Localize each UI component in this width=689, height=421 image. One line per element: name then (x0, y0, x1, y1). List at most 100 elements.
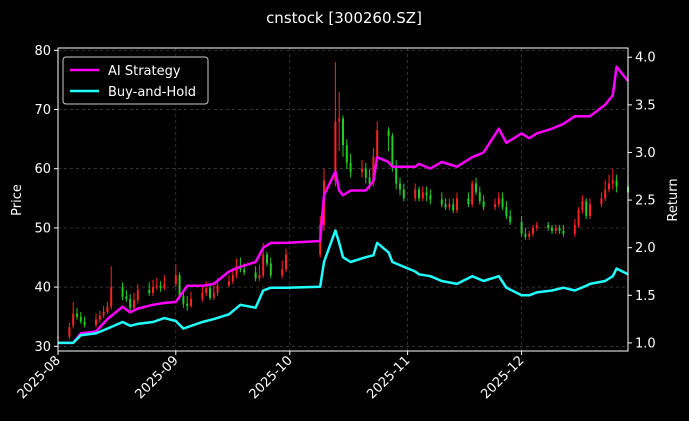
candle-body-2025-09-12 (216, 285, 219, 294)
right-tick-label-3-0: 3.0 (635, 146, 656, 161)
candle-body-2025-11-10 (440, 199, 443, 205)
grid-lines (57, 48, 628, 351)
candle-body-2025-12-12 (562, 230, 565, 234)
candle-body-2025-10-14 (338, 118, 341, 122)
candle-body-2025-09-15 (228, 281, 230, 286)
series-line-ai-strategy (58, 65, 629, 345)
candle-body-2025-08-25 (148, 290, 151, 294)
candle-body-2025-12-01 (520, 221, 523, 234)
candle-body-2025-09-09 (205, 288, 208, 294)
candle-body-2025-12-03 (528, 233, 531, 237)
candle-body-2025-08-27 (155, 285, 158, 288)
right-tick-label-4-0: 4.0 (635, 51, 656, 66)
right-tick-label-2-0: 2.0 (635, 241, 656, 256)
candle-body-2025-11-26 (501, 198, 504, 208)
right-axis-title: Return (666, 178, 681, 221)
candle-body-2025-11-06 (425, 192, 428, 196)
candle-body-2025-09-26 (269, 263, 272, 276)
candle-body-2025-10-23 (372, 156, 375, 184)
candle-body-2025-10-27 (387, 130, 390, 137)
candle-body-2025-12-04 (532, 227, 534, 234)
candle-body-2025-12-10 (554, 227, 557, 231)
candle-body-2025-11-27 (505, 207, 508, 217)
legend-label-buy-and-hold: Buy-and-Hold (108, 85, 196, 100)
candle-body-2025-12-09 (551, 227, 553, 231)
legend: AI Strategy Buy-and-Hold (62, 56, 209, 105)
left-y-axis: 30 40 50 60 70 80 (34, 44, 58, 355)
candle-body-2025-11-03 (414, 189, 417, 199)
candle-body-2025-08-06 (76, 313, 78, 317)
candle-body-2025-10-16 (345, 145, 348, 163)
candle-body-2025-12-11 (558, 227, 561, 231)
candle-body-2025-09-01 (174, 275, 177, 285)
candle-body-2025-08-11 (95, 319, 97, 325)
candle-body-2025-10-24 (376, 130, 379, 157)
candle-body-2025-11-19 (475, 183, 477, 193)
candle-body-2025-12-23 (604, 189, 607, 199)
candle-body-2025-11-20 (478, 192, 481, 202)
legend-box (62, 56, 209, 105)
candle-body-2025-11-18 (471, 183, 474, 205)
candle-body-2025-09-11 (212, 293, 215, 298)
right-tick-label-1-0: 1.0 (635, 336, 656, 351)
candle-body-2025-11-28 (509, 216, 512, 222)
candle-body-2025-09-03 (182, 295, 185, 304)
candle-body-2025-09-19 (243, 269, 246, 273)
candle-body-2025-11-04 (418, 189, 420, 199)
legend-label-ai-strategy: AI Strategy (108, 64, 181, 79)
candle-body-2025-08-07 (79, 316, 82, 322)
candle-body-2025-10-13 (334, 121, 337, 181)
candle-body-2025-12-16 (577, 210, 580, 225)
candle-body-2025-08-21 (133, 300, 135, 308)
candle-body-2025-11-25 (497, 198, 500, 205)
candle-body-2025-11-24 (494, 204, 496, 208)
candle-body-2025-12-26 (615, 180, 618, 187)
candle-body-2025-08-29 (163, 284, 166, 289)
candle-body-2025-11-07 (429, 195, 432, 200)
series-line-buy-and-hold (58, 229, 629, 345)
candle-body-2025-11-17 (467, 198, 470, 205)
candle-body-2025-10-15 (342, 118, 344, 146)
candle-body-2025-12-08 (547, 224, 550, 228)
candle-body-2025-08-22 (136, 290, 139, 301)
candle-body-2025-11-21 (482, 201, 485, 208)
left-tick-label-70: 70 (34, 103, 51, 118)
left-tick-label-30: 30 (34, 340, 51, 355)
candle-body-2025-11-14 (456, 198, 458, 211)
candle-body-2025-09-10 (209, 288, 211, 298)
candle-body-2025-09-30 (285, 254, 287, 270)
candle-body-2025-10-20 (361, 168, 363, 172)
left-tick-label-80: 80 (34, 44, 51, 59)
candle-body-2025-08-18 (121, 287, 124, 297)
candle-body-2025-12-19 (589, 204, 591, 217)
candle-body-2025-12-15 (573, 224, 576, 234)
candle-body-2025-09-24 (262, 254, 265, 276)
candle-body-2025-12-17 (581, 201, 584, 211)
candle-body-2025-10-22 (368, 177, 371, 184)
candle-body-2025-11-13 (452, 204, 455, 211)
candle-body-2025-10-28 (391, 136, 394, 166)
candle-body-2025-08-13 (102, 311, 105, 316)
candle-body-2025-08-20 (129, 298, 132, 308)
candle-body-2025-11-11 (444, 204, 447, 208)
left-tick-label-50: 50 (34, 221, 51, 236)
right-y-axis: 1.0 1.5 2.0 2.5 3.0 3.5 4.0 (628, 51, 656, 351)
candle-body-2025-12-02 (524, 233, 527, 237)
candle-body-2025-10-30 (399, 183, 401, 190)
right-tick-label-3-5: 3.5 (635, 98, 656, 113)
return-lines (58, 65, 629, 345)
candle-body-2025-10-31 (402, 189, 405, 199)
candle-body-2025-09-22 (254, 272, 257, 279)
candle-body-2025-12-18 (585, 201, 588, 217)
candle-body-2025-12-25 (611, 180, 614, 184)
candle-body-2025-10-21 (364, 168, 367, 178)
candle-body-2025-09-29 (281, 269, 284, 276)
plot-frame (57, 47, 629, 352)
left-tick-label-40: 40 (34, 281, 51, 296)
left-tick-label-60: 60 (34, 162, 51, 177)
candle-body-2025-12-24 (608, 183, 610, 190)
candle-body-2025-08-12 (98, 315, 101, 320)
candle-body-2025-11-12 (448, 204, 451, 208)
candle-body-2025-09-02 (178, 275, 181, 296)
